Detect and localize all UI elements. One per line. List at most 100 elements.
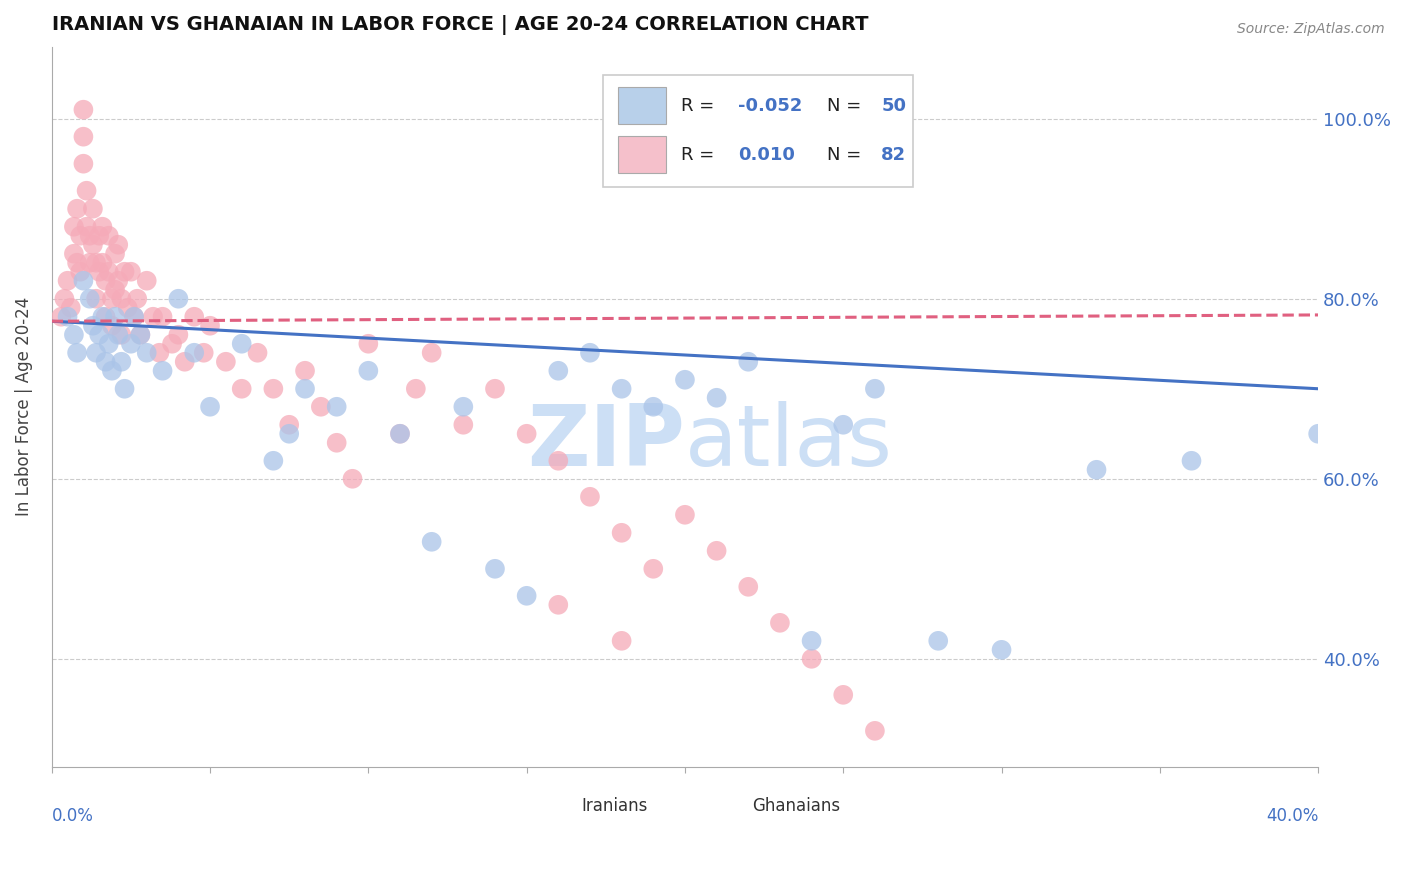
Point: [53, 292, 76, 306]
Point: [91, 310, 114, 324]
Point: [107, 237, 129, 252]
Point: [198, 318, 221, 333]
Point: [579, 345, 602, 359]
Point: [706, 543, 728, 558]
Point: [120, 265, 142, 279]
Point: [160, 336, 183, 351]
Point: [231, 336, 253, 351]
Point: [89, 265, 111, 279]
Text: N =: N =: [827, 145, 866, 164]
Point: [325, 435, 347, 450]
Point: [516, 589, 538, 603]
Point: [547, 454, 569, 468]
Point: [863, 382, 886, 396]
Point: [91, 219, 114, 234]
Point: [120, 336, 142, 351]
Point: [294, 382, 316, 396]
Point: [673, 373, 696, 387]
Point: [183, 310, 205, 324]
Point: [800, 633, 823, 648]
Point: [990, 642, 1012, 657]
Point: [325, 400, 347, 414]
Point: [357, 336, 380, 351]
Point: [453, 417, 475, 432]
Point: [484, 382, 506, 396]
Point: [97, 228, 120, 243]
Point: [122, 310, 145, 324]
Point: [82, 237, 104, 252]
Text: -0.052: -0.052: [738, 96, 803, 115]
FancyBboxPatch shape: [617, 87, 666, 125]
Point: [110, 355, 132, 369]
Text: Iranians: Iranians: [581, 797, 648, 815]
Point: [246, 345, 269, 359]
Point: [76, 219, 98, 234]
Point: [673, 508, 696, 522]
Point: [927, 633, 949, 648]
Point: [110, 327, 132, 342]
Point: [91, 256, 114, 270]
Text: IRANIAN VS GHANAIAN IN LABOR FORCE | AGE 20-24 CORRELATION CHART: IRANIAN VS GHANAIAN IN LABOR FORCE | AGE…: [52, 15, 869, 35]
Point: [107, 327, 129, 342]
Point: [101, 364, 124, 378]
Point: [610, 525, 633, 540]
Point: [84, 345, 107, 359]
Point: [79, 228, 101, 243]
Point: [97, 336, 120, 351]
Point: [89, 228, 111, 243]
Point: [122, 310, 145, 324]
Point: [800, 652, 823, 666]
Point: [97, 265, 120, 279]
Text: 40.0%: 40.0%: [1265, 807, 1319, 825]
Point: [231, 382, 253, 396]
Point: [56, 274, 79, 288]
Point: [101, 292, 124, 306]
Point: [66, 345, 89, 359]
Point: [278, 417, 301, 432]
Text: 0.0%: 0.0%: [52, 807, 94, 825]
Point: [79, 292, 101, 306]
Point: [84, 256, 107, 270]
FancyBboxPatch shape: [710, 795, 742, 818]
Point: [167, 327, 190, 342]
Point: [127, 292, 149, 306]
Point: [142, 310, 165, 324]
FancyBboxPatch shape: [540, 795, 571, 818]
Point: [63, 219, 86, 234]
Point: [72, 157, 94, 171]
Point: [56, 310, 79, 324]
Text: 0.010: 0.010: [738, 145, 794, 164]
Text: R =: R =: [681, 145, 720, 164]
Point: [84, 292, 107, 306]
Point: [66, 256, 89, 270]
Point: [79, 256, 101, 270]
Text: 82: 82: [882, 145, 907, 164]
Point: [643, 562, 665, 576]
Point: [420, 345, 443, 359]
Point: [167, 292, 190, 306]
Point: [484, 562, 506, 576]
Point: [59, 301, 82, 315]
Text: Ghanaians: Ghanaians: [752, 797, 841, 815]
Point: [69, 265, 91, 279]
Point: [388, 426, 411, 441]
Point: [107, 274, 129, 288]
Point: [405, 382, 427, 396]
Point: [769, 615, 792, 630]
Point: [63, 246, 86, 260]
Text: 50: 50: [882, 96, 907, 115]
Text: N =: N =: [827, 96, 866, 115]
Point: [278, 426, 301, 441]
Point: [832, 417, 855, 432]
Point: [547, 598, 569, 612]
Point: [610, 633, 633, 648]
Point: [72, 129, 94, 144]
Point: [516, 426, 538, 441]
Point: [832, 688, 855, 702]
Point: [198, 400, 221, 414]
Point: [309, 400, 332, 414]
Point: [94, 355, 117, 369]
Point: [135, 274, 157, 288]
Point: [76, 184, 98, 198]
Point: [110, 292, 132, 306]
